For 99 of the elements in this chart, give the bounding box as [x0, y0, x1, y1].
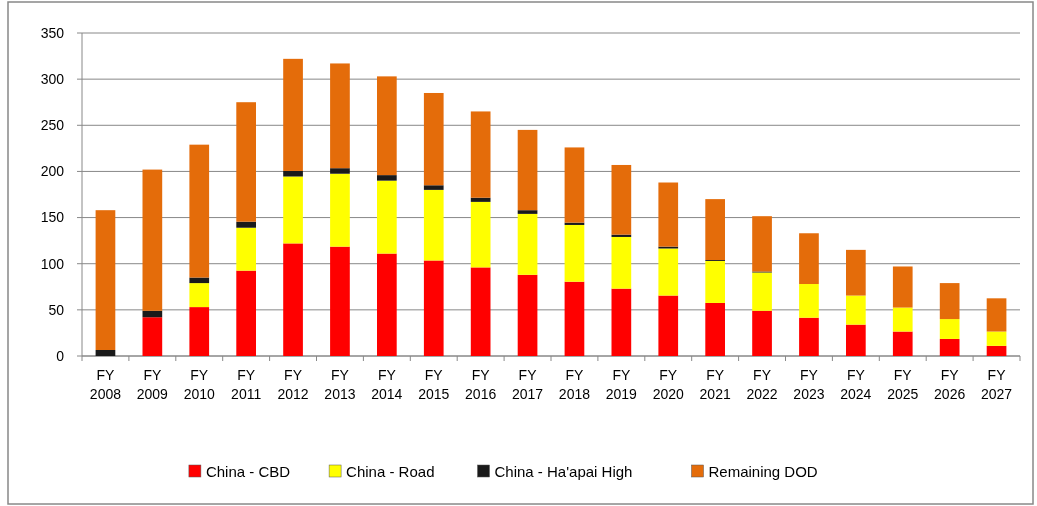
bar: [846, 295, 866, 325]
bar: [95, 210, 116, 350]
bar: [752, 272, 772, 311]
bar: [470, 267, 491, 356]
bar: [892, 307, 913, 332]
x-tick-label: FY 2025: [887, 367, 919, 402]
bar: [470, 201, 491, 268]
bar: [986, 331, 1007, 346]
bar: [658, 295, 679, 356]
bar: [189, 307, 210, 356]
bar: [564, 147, 585, 223]
legend-label: China - CBD: [205, 463, 291, 481]
x-tick-label: FY 2016: [465, 367, 497, 402]
bar: [892, 331, 913, 356]
bar: [799, 317, 819, 356]
bar: [236, 227, 256, 271]
bar: [283, 58, 303, 171]
bar: [377, 253, 397, 356]
x-tick-label: FY 2018: [558, 367, 591, 402]
y-tick-label: 0: [56, 347, 65, 364]
bar: [846, 324, 866, 356]
bar: [658, 182, 679, 247]
legend-label: Remaining DOD: [708, 463, 818, 481]
y-tick-label: 350: [40, 24, 65, 41]
x-tick-label: FY 2022: [746, 367, 778, 402]
bar: [611, 164, 632, 235]
bar: [236, 102, 256, 222]
bar: [95, 350, 116, 356]
bar: [377, 180, 397, 254]
bar: [283, 243, 303, 356]
x-tick-label: FY 2026: [934, 367, 966, 402]
bar: [142, 317, 163, 356]
bar: [658, 248, 679, 296]
x-tick-label: FY 2013: [324, 367, 356, 402]
y-tick-label: 150: [40, 209, 65, 226]
bar: [142, 310, 163, 318]
bar: [189, 283, 210, 308]
x-tick-label: FY 2008: [89, 367, 122, 402]
bar: [799, 284, 819, 318]
x-tick-label: FY 2011: [231, 367, 262, 402]
bar: [236, 270, 256, 356]
x-tick-label: FY 2027: [980, 367, 1013, 402]
y-tick-label: 250: [40, 117, 65, 134]
bar: [517, 129, 538, 211]
y-tick-label: 100: [40, 255, 65, 272]
bar: [283, 176, 303, 244]
bar: [377, 175, 397, 181]
y-tick-label: 50: [48, 301, 65, 318]
bar: [705, 302, 725, 356]
x-tick-label: FY 2012: [277, 367, 309, 402]
y-tick-label: 300: [40, 71, 65, 88]
bar: [330, 173, 350, 247]
bar: [986, 298, 1007, 332]
bar: [330, 63, 350, 169]
bar: [377, 76, 397, 176]
bar: [283, 170, 303, 177]
bar: [470, 197, 491, 202]
bar: [423, 189, 444, 261]
bar: [705, 260, 725, 303]
bar: [142, 169, 163, 311]
legend-label: China - Ha'apai High: [494, 463, 633, 481]
bar: [846, 249, 866, 296]
x-tick-label: FY 2024: [840, 367, 872, 402]
bar: [799, 233, 819, 285]
bar: [423, 92, 444, 186]
bar: [189, 277, 210, 284]
x-tick-label: FY 2014: [371, 367, 403, 402]
x-tick-label: FY 2009: [136, 367, 169, 402]
x-tick-label: FY 2019: [605, 367, 638, 402]
bar: [752, 310, 772, 356]
bar: [330, 168, 350, 174]
y-tick-label: 200: [40, 163, 65, 180]
bar: [939, 338, 960, 356]
bar: [611, 236, 632, 289]
bar: [470, 111, 491, 198]
bar: [330, 246, 350, 356]
x-tick-label: FY 2023: [793, 367, 825, 402]
bar: [939, 319, 960, 339]
bar: [517, 213, 538, 275]
bar: [611, 288, 632, 356]
bar: [752, 216, 772, 272]
x-tick-label: FY 2010: [183, 367, 216, 402]
bar: [423, 185, 444, 190]
bar: [986, 345, 1007, 356]
bar: [939, 283, 960, 320]
bar: [564, 281, 585, 356]
bar: [189, 144, 210, 278]
bar: [517, 210, 538, 214]
bar: [705, 199, 725, 261]
x-tick-label: FY 2017: [511, 367, 544, 402]
bar: [423, 260, 444, 356]
bar: [892, 266, 913, 308]
x-tick-label: FY 2021: [699, 367, 731, 402]
bar: [564, 224, 585, 282]
legend-label: China - Road: [346, 463, 435, 481]
bar: [517, 274, 538, 356]
x-tick-label: FY 2015: [418, 367, 450, 402]
bar: [236, 221, 256, 228]
x-tick-label: FY 2020: [652, 367, 685, 402]
